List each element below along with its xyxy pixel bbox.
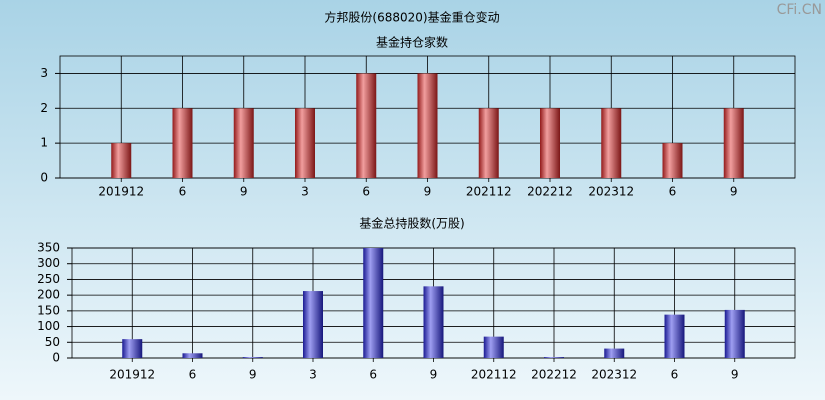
bar xyxy=(363,248,384,358)
chart-title: 基金总持股数(万股) xyxy=(359,216,464,231)
bar xyxy=(423,286,444,358)
bar xyxy=(182,353,203,358)
x-tick-label: 6 xyxy=(179,185,187,199)
bar xyxy=(172,108,193,178)
main-title: 方邦股份(688020)基金重仓变动 xyxy=(324,10,499,25)
y-tick-label: 200 xyxy=(37,288,60,302)
bar xyxy=(295,108,315,178)
chart-title: 基金持仓家数 xyxy=(376,35,448,50)
bar xyxy=(242,357,263,358)
x-tick-label: 6 xyxy=(362,185,370,199)
y-tick-label: 300 xyxy=(37,256,60,270)
y-tick-label: 100 xyxy=(37,319,60,333)
bar xyxy=(417,73,438,178)
bar xyxy=(122,339,143,358)
bar xyxy=(540,108,560,178)
bar xyxy=(111,143,132,178)
x-tick-label: 202112 xyxy=(466,185,512,199)
y-tick-label: 1 xyxy=(40,136,48,150)
x-tick-label: 6 xyxy=(189,368,197,382)
y-tick-label: 350 xyxy=(37,241,60,255)
x-tick-label: 6 xyxy=(671,368,679,382)
bar xyxy=(601,108,622,178)
x-tick-label: 6 xyxy=(669,185,677,199)
x-tick-label: 201912 xyxy=(98,185,144,199)
bar xyxy=(233,108,254,178)
x-tick-label: 3 xyxy=(309,368,317,382)
bar xyxy=(356,73,377,178)
x-tick-label: 202312 xyxy=(591,368,637,382)
bar xyxy=(724,309,745,358)
bar xyxy=(544,357,564,358)
bar xyxy=(303,291,323,358)
x-tick-label: 9 xyxy=(249,368,257,382)
bar xyxy=(662,143,683,178)
x-tick-label: 9 xyxy=(424,185,432,199)
x-tick-label: 9 xyxy=(430,368,438,382)
y-tick-label: 250 xyxy=(37,272,60,286)
x-tick-label: 9 xyxy=(731,368,739,382)
y-tick-label: 50 xyxy=(45,335,60,349)
bar xyxy=(664,314,685,358)
x-tick-label: 3 xyxy=(301,185,309,199)
y-tick-label: 150 xyxy=(37,303,60,317)
x-tick-label: 202212 xyxy=(531,368,577,382)
x-tick-label: 202112 xyxy=(471,368,517,382)
watermark: CFi.CN xyxy=(777,2,822,18)
x-tick-label: 9 xyxy=(730,185,738,199)
bar xyxy=(478,108,499,178)
x-tick-label: 202312 xyxy=(588,185,634,199)
y-tick-label: 0 xyxy=(40,171,48,185)
bar xyxy=(483,336,504,358)
y-tick-label: 3 xyxy=(40,66,48,80)
bar xyxy=(723,108,744,178)
y-tick-label: 0 xyxy=(52,351,60,365)
y-tick-label: 2 xyxy=(40,101,48,115)
x-tick-label: 6 xyxy=(369,368,377,382)
bar xyxy=(604,348,625,358)
x-tick-label: 202212 xyxy=(527,185,573,199)
x-tick-label: 9 xyxy=(240,185,248,199)
x-tick-label: 201912 xyxy=(109,368,155,382)
